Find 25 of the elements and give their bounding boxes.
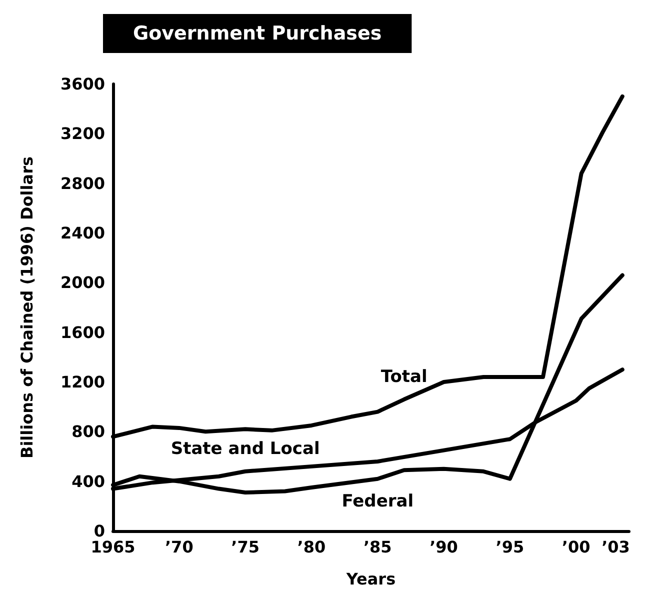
series-label: State and Local xyxy=(170,438,320,459)
y-tick-label: 2000 xyxy=(60,273,105,292)
y-tick-label: 3600 xyxy=(60,74,105,94)
x-tick-label: ’75 xyxy=(231,538,260,556)
x-tick-label: ’80 xyxy=(297,538,326,556)
series-label: Federal xyxy=(342,491,414,512)
y-tick-label: 400 xyxy=(72,472,105,491)
x-axis-title: Years xyxy=(345,570,396,588)
x-tick-label: ’85 xyxy=(363,538,392,556)
y-tick-label: 1200 xyxy=(60,372,105,392)
x-tick-label: ’95 xyxy=(496,538,524,556)
y-axis-title: Billions of Chained (1996) Dollars xyxy=(18,156,36,458)
y-tick-label: 2400 xyxy=(60,224,105,242)
x-tick-label: ’03 xyxy=(602,538,630,556)
x-tick-label: ’70 xyxy=(164,538,194,556)
y-tick-label: 2800 xyxy=(60,174,105,193)
x-tick-label: ’00 xyxy=(562,538,590,556)
y-tick-label: 800 xyxy=(72,422,105,442)
y-tick-label: 1600 xyxy=(60,322,105,342)
y-tick-label: 3200 xyxy=(60,124,105,144)
x-tick-label: ’90 xyxy=(430,538,458,556)
y-tick-label: 0 xyxy=(94,522,105,540)
series-label: Total xyxy=(380,366,428,387)
chart-title: Government Purchases xyxy=(133,22,382,44)
x-tick-label: 1965 xyxy=(90,538,136,556)
